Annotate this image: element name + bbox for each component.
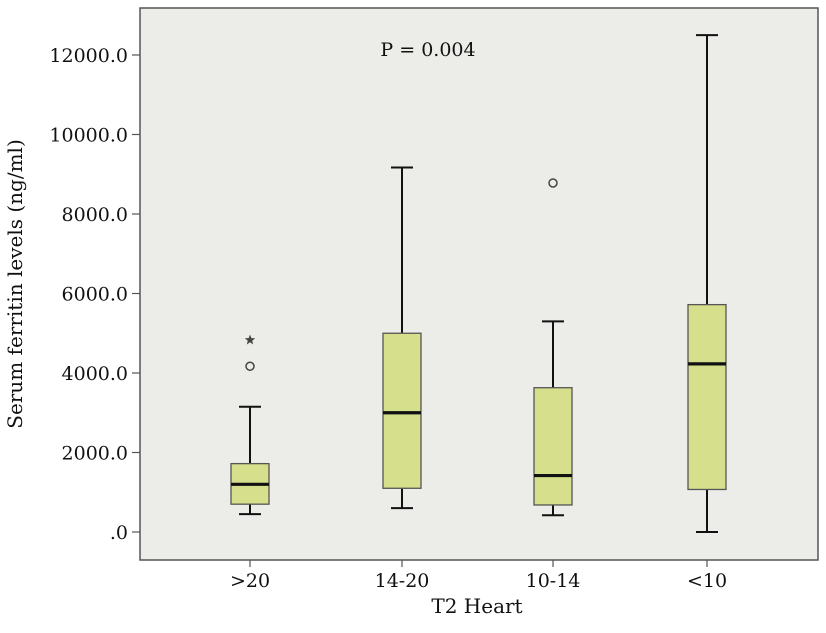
y-tick-label: 2000.0 bbox=[62, 443, 128, 465]
p-value-annotation: P = 0.004 bbox=[380, 39, 475, 61]
y-tick-label: 6000.0 bbox=[62, 284, 128, 306]
x-tick-label: 10-14 bbox=[526, 570, 581, 592]
x-tick-label: >20 bbox=[230, 570, 270, 592]
y-tick-label: 8000.0 bbox=[62, 204, 128, 226]
outlier-star bbox=[244, 334, 256, 345]
x-tick-label: <10 bbox=[687, 570, 727, 592]
box-1 bbox=[230, 334, 270, 516]
iqr-box bbox=[533, 387, 573, 506]
y-axis: .0 2000.0 4000.0 6000.0 8000.0 10000.0 12000.0 bbox=[49, 45, 140, 544]
y-tick-label: 10000.0 bbox=[49, 125, 128, 147]
outlier-circle bbox=[245, 361, 255, 371]
x-axis-title: T2 Heart bbox=[431, 594, 522, 618]
y-tick-label: 12000.0 bbox=[49, 45, 128, 67]
y-tick-label: 4000.0 bbox=[62, 363, 128, 385]
x-tick-label: 14-20 bbox=[375, 570, 430, 592]
x-axis: >20 14-20 10-14 <10 bbox=[230, 560, 727, 592]
iqr-box bbox=[687, 303, 727, 491]
box-2 bbox=[382, 166, 422, 510]
box-4 bbox=[687, 34, 727, 533]
iqr-box bbox=[382, 332, 422, 489]
y-axis-title: Serum ferritin levels (ng/ml) bbox=[3, 139, 27, 429]
y-tick-label: .0 bbox=[110, 522, 128, 544]
outlier-circle bbox=[548, 178, 558, 188]
boxes-group bbox=[230, 34, 727, 533]
box-3 bbox=[533, 178, 573, 517]
